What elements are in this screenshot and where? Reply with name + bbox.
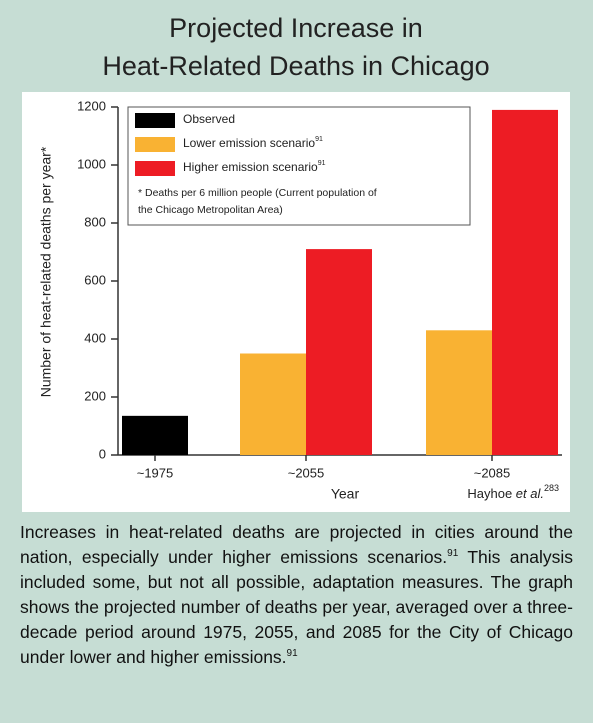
chart-title: Heat-Related Deaths in Chicago <box>102 51 489 81</box>
chart: Projected Increase in Heat-Related Death… <box>22 13 570 512</box>
y-tick-label: 0 <box>99 446 106 461</box>
text-part: Lower emission scenario <box>183 136 315 150</box>
y-tick-label: 800 <box>84 214 106 229</box>
text-part: Hayhoe <box>467 486 515 501</box>
legend-note: * Deaths per 6 million people (Current p… <box>138 187 377 199</box>
y-tick-label: 1200 <box>77 98 106 113</box>
y-tick-label: 1000 <box>77 156 106 171</box>
y-axis-title: Number of heat-related deaths per year* <box>38 146 54 397</box>
caption: Increases in heat-related deaths are pro… <box>20 520 573 670</box>
caption-text: This analysis included some, but not all… <box>20 547 573 667</box>
x-axis-title: Year <box>331 486 360 502</box>
caption-ref: 91 <box>286 648 298 660</box>
y-tick-label: 600 <box>84 272 106 287</box>
bar <box>122 415 188 455</box>
bar <box>240 353 306 455</box>
text-part: et al. <box>516 486 544 501</box>
caption-ref: 91 <box>447 548 459 560</box>
text-part: Observed <box>183 112 235 126</box>
bar <box>492 109 558 456</box>
x-tick-label: ~1975 <box>137 465 174 480</box>
text-part: 283 <box>544 483 559 493</box>
chart-title: Projected Increase in <box>169 13 423 43</box>
bar <box>306 249 372 455</box>
legend-swatch <box>135 137 175 152</box>
text-part: Higher emission scenario <box>183 160 318 174</box>
legend-swatch <box>135 113 175 128</box>
legend-label: Higher emission scenario91 <box>183 160 326 174</box>
x-tick-label: ~2085 <box>474 465 511 480</box>
text-part: 91 <box>318 160 326 167</box>
legend-swatch <box>135 161 175 176</box>
caption-text: Increases in heat-related deaths are pro… <box>20 522 573 567</box>
legend-label: Observed <box>183 112 235 126</box>
legend-note: the Chicago Metropolitan Area) <box>138 204 283 216</box>
source: Hayhoe et al.283 <box>467 483 559 501</box>
bar <box>426 330 492 455</box>
legend-label: Lower emission scenario91 <box>183 136 323 150</box>
y-tick-label: 200 <box>84 388 106 403</box>
text-part: 91 <box>315 136 323 143</box>
x-tick-label: ~2055 <box>288 465 325 480</box>
legend-box <box>127 106 471 226</box>
y-tick-label: 400 <box>84 330 106 345</box>
